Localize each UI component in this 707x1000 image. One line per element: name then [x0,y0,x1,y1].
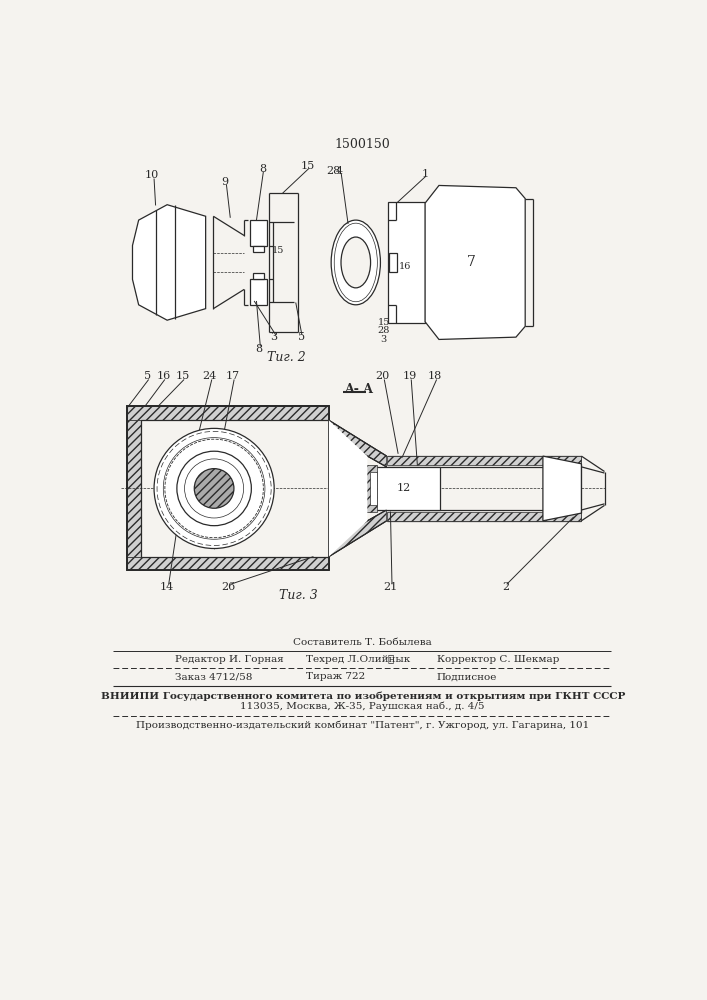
Polygon shape [132,205,206,320]
Bar [127,406,329,420]
Text: 9: 9 [221,177,228,187]
Bar [363,465,378,512]
Bar [370,472,378,505]
Bar [388,202,425,323]
Text: 18: 18 [428,371,442,381]
Ellipse shape [334,223,378,302]
Text: Составитель Т. Бобылева: Составитель Т. Бобылева [293,638,432,647]
Text: Производственно-издательский комбинат "Патент", г. Ужгород, ул. Гагарина, 101: Производственно-издательский комбинат "П… [136,720,590,730]
Ellipse shape [331,220,380,305]
Bar [387,512,581,521]
Text: 12: 12 [397,483,411,493]
Text: 10: 10 [145,170,159,180]
Text: Тираж 722: Тираж 722 [305,672,365,681]
Polygon shape [543,456,581,521]
Circle shape [163,438,265,539]
Circle shape [194,469,234,508]
Bar [250,279,267,305]
Text: 28: 28 [327,166,341,176]
Text: 1: 1 [421,169,428,179]
Text: 8: 8 [259,164,266,174]
Text: ✓: ✓ [387,654,394,664]
Text: Τиг. 3: Τиг. 3 [279,589,317,602]
Text: 15: 15 [301,161,315,171]
Text: 17: 17 [226,371,240,381]
Text: 28: 28 [378,326,390,335]
Text: 14: 14 [160,582,174,592]
Bar [250,220,267,246]
Text: 8: 8 [255,344,262,354]
Circle shape [177,451,252,526]
Bar [543,513,581,521]
Circle shape [185,459,244,518]
Text: 15: 15 [378,318,390,327]
Text: Редактор И. Горная: Редактор И. Горная [175,654,284,664]
Text: A- A: A- A [344,383,373,396]
Text: Подписное: Подписное [437,672,497,681]
Text: Τиг. 2: Τиг. 2 [267,351,306,364]
Text: 1500150: 1500150 [335,138,390,151]
Bar [253,246,264,252]
Text: 4: 4 [336,166,343,176]
Text: 20: 20 [375,371,390,381]
Bar [389,253,397,272]
Text: 15: 15 [271,246,284,255]
Text: 21: 21 [383,582,397,592]
Text: 16: 16 [399,262,411,271]
Text: 2: 2 [503,582,510,592]
Bar [387,456,581,465]
Text: 26: 26 [221,582,236,592]
Text: ВНИИПИ Государственного комитета по изобретениям и открытиям при ГКНТ СССР: ВНИИПИ Государственного комитета по изоб… [100,691,625,701]
Text: Заказ 4712/58: Заказ 4712/58 [175,672,252,681]
Ellipse shape [341,237,370,288]
Text: 16: 16 [156,371,170,381]
Text: 5: 5 [144,371,151,381]
Text: 19: 19 [402,371,417,381]
Text: 113035, Москва, Ж-35, Раушская наб., д. 4/5: 113035, Москва, Ж-35, Раушская наб., д. … [240,702,485,711]
Text: 5: 5 [298,332,305,342]
Text: 24: 24 [202,371,216,381]
Text: 7: 7 [467,255,476,269]
Polygon shape [329,420,387,467]
Bar [371,467,440,510]
Polygon shape [329,420,368,557]
Text: 3: 3 [380,335,387,344]
Polygon shape [329,510,387,557]
Bar [127,406,329,570]
Text: Техред Л.Олийнык: Техред Л.Олийнык [305,654,410,664]
Text: 15: 15 [175,371,189,381]
Circle shape [154,428,274,549]
Bar [253,273,264,279]
Bar [543,456,581,464]
Polygon shape [425,185,525,339]
Text: 3: 3 [271,332,278,342]
Bar [127,420,141,557]
Bar [127,557,329,570]
Text: Корректор С. Шекмар: Корректор С. Шекмар [437,654,559,664]
